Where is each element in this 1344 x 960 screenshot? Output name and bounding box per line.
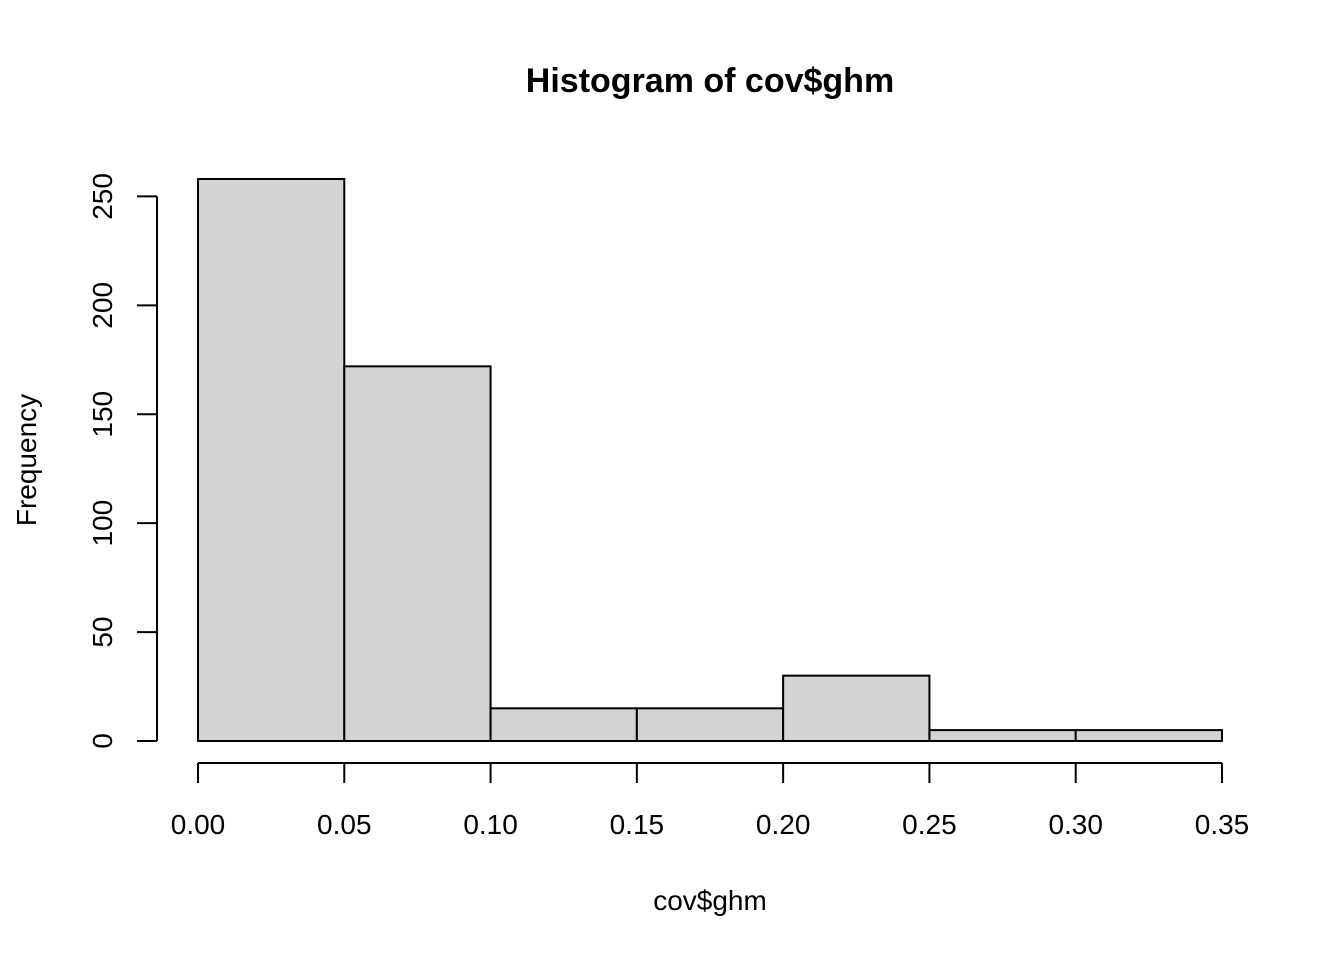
histogram-bar-3: [635, 707, 785, 742]
y-axis: 0 50 100 150 200 250: [87, 173, 158, 749]
histogram-bar-1: [343, 365, 492, 742]
x-tick-label-5: 0.25: [902, 809, 957, 840]
histogram-bar-5: [928, 729, 1077, 742]
x-tick-label-3: 0.15: [610, 809, 665, 840]
y-tick-label-4: 200: [87, 282, 118, 329]
y-tick-label-2: 100: [87, 500, 118, 547]
histogram-bar-2: [489, 707, 638, 742]
y-tick-label-3: 150: [87, 391, 118, 438]
x-tick-label-7: 0.35: [1195, 809, 1250, 840]
y-tick-label-1: 50: [87, 617, 118, 648]
histogram-bar-6: [1074, 729, 1223, 742]
x-axis-label: cov$ghm: [653, 885, 767, 916]
x-tick-label-1: 0.05: [317, 809, 372, 840]
y-axis-label: Frequency: [11, 394, 42, 526]
x-tick-label-4: 0.20: [756, 809, 811, 840]
y-tick-label-0: 0: [87, 733, 118, 749]
histogram-bar-4: [782, 674, 931, 743]
y-tick-label-5: 250: [87, 173, 118, 220]
histogram-bar-0: [197, 178, 346, 742]
x-axis: 0.00 0.05 0.10 0.15 0.20 0.25 0.30 0.35: [171, 762, 1250, 840]
x-tick-label-6: 0.30: [1048, 809, 1103, 840]
chart-title: Histogram of cov$ghm: [526, 62, 894, 100]
x-tick-label-0: 0.00: [171, 809, 226, 840]
bars-group: [197, 178, 1223, 743]
x-tick-label-2: 0.10: [463, 809, 518, 840]
